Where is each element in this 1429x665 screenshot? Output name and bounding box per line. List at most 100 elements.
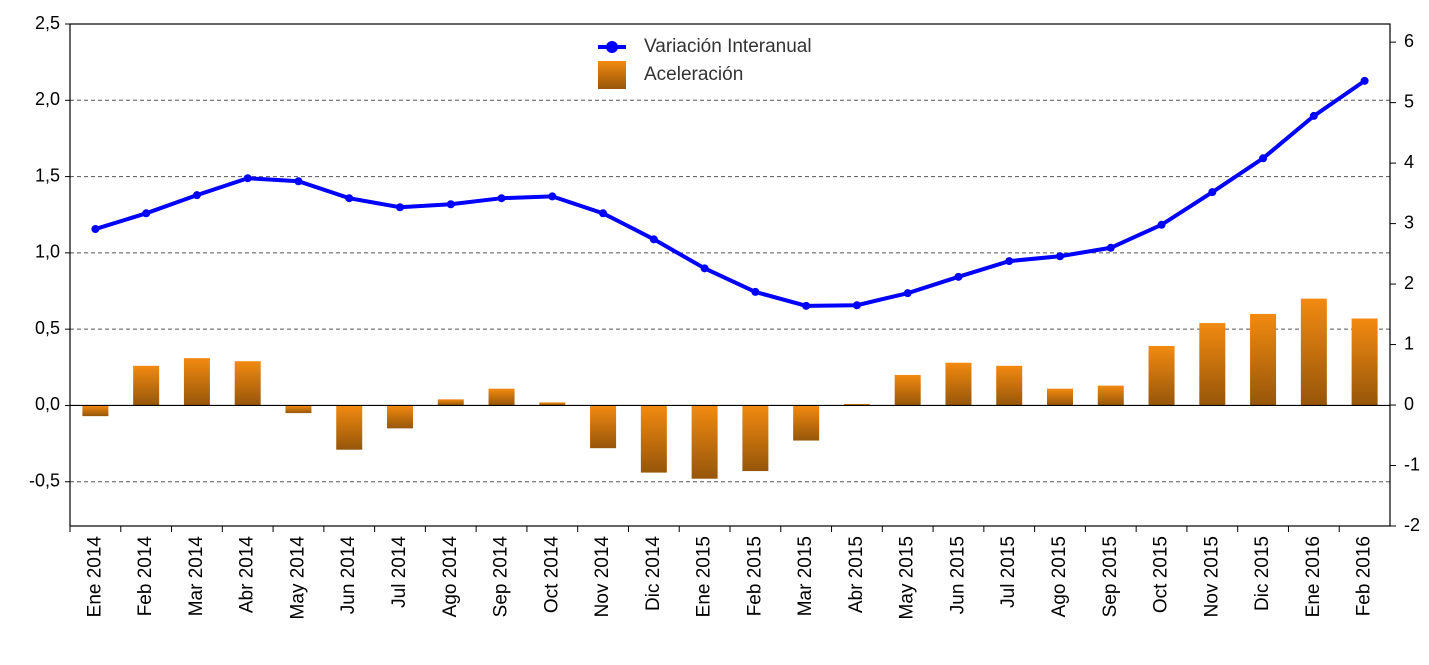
bar	[82, 405, 109, 417]
line-point	[142, 209, 151, 218]
y2-tick-label: -1	[1404, 454, 1420, 474]
legend-marker	[606, 41, 618, 53]
x-tick-label: Dic 2015	[1252, 536, 1273, 611]
bar	[234, 361, 261, 406]
y-tick-label: 2,5	[35, 13, 60, 33]
line-point	[1259, 154, 1268, 163]
x-tick-label: Jun 2014	[338, 536, 359, 615]
bar	[1097, 385, 1124, 406]
x-tick-label: Dic 2014	[643, 536, 664, 611]
y2-tick-label: 0	[1404, 394, 1414, 414]
bar	[691, 405, 718, 479]
y-tick-label: -0,5	[29, 471, 60, 491]
bar	[996, 365, 1023, 406]
x-tick-label: Oct 2015	[1151, 536, 1172, 613]
line-point	[903, 289, 912, 298]
y-tick-label: 0,0	[35, 394, 60, 414]
plot-frame	[69, 23, 1391, 527]
line-point	[1360, 76, 1369, 85]
line-point	[294, 177, 303, 186]
bar	[133, 365, 160, 406]
bar	[539, 402, 566, 406]
line	[94, 79, 1366, 308]
y-tick-label: 2,0	[35, 89, 60, 109]
bar	[640, 405, 667, 473]
bar	[387, 405, 413, 429]
x-tick-label: Feb 2016	[1354, 536, 1375, 616]
line-point	[852, 301, 861, 310]
bar	[1148, 345, 1175, 406]
line-point	[497, 194, 506, 203]
y2-tick-label: 6	[1404, 31, 1414, 51]
x-tick-label: Ago 2015	[1049, 536, 1070, 617]
line-point	[1309, 111, 1318, 120]
line-point	[243, 174, 252, 183]
x-tick-label: Feb 2015	[744, 536, 765, 616]
x-tick-label: Nov 2014	[592, 536, 613, 618]
line-point	[599, 209, 608, 218]
y2-tick-label: 3	[1404, 212, 1414, 232]
line-point	[91, 225, 100, 234]
legend-swatch	[598, 61, 626, 89]
bar	[843, 403, 870, 406]
line-point	[345, 194, 354, 203]
x-tick-label: Sep 2014	[491, 536, 512, 618]
x-tick-label: May 2014	[287, 536, 308, 620]
line-point	[954, 272, 963, 281]
x-tick-label: Feb 2014	[135, 536, 156, 617]
bar	[285, 405, 312, 414]
line-point	[700, 264, 709, 273]
bar	[488, 388, 515, 406]
x-tick-label: Ene 2016	[1303, 536, 1324, 617]
bar	[1250, 313, 1277, 406]
bar	[894, 374, 921, 406]
y2-tick-label: 2	[1404, 273, 1414, 293]
legend-label: Variación Interanual	[644, 36, 812, 57]
x-tick-label: Ago 2014	[440, 536, 461, 618]
bar	[1351, 318, 1378, 406]
line-point	[1157, 220, 1166, 229]
bar	[1300, 298, 1327, 406]
line-point	[1056, 252, 1064, 261]
line-point	[649, 235, 658, 244]
bar	[590, 405, 617, 449]
bar	[437, 399, 464, 406]
line-point	[1208, 188, 1217, 197]
y-tick-label: 0,5	[35, 318, 60, 338]
line-point	[1005, 257, 1014, 266]
bar	[742, 405, 769, 472]
x-tick-label: Ene 2014	[84, 536, 105, 618]
y-tick-label: 1,0	[35, 242, 60, 262]
bar	[793, 405, 820, 441]
x-tick-label: Nov 2015	[1201, 536, 1222, 617]
x-tick-label: Oct 2014	[541, 536, 562, 614]
line-point	[751, 287, 760, 296]
x-tick-label: Abr 2014	[237, 536, 258, 614]
bar	[1047, 388, 1073, 406]
line-point	[548, 192, 557, 201]
line-point	[1106, 243, 1115, 252]
x-tick-label: Abr 2015	[846, 536, 867, 613]
x-tick-label: Jun 2015	[947, 536, 968, 614]
y2-tick-label: 4	[1404, 152, 1414, 172]
x-tick-label: Mar 2015	[795, 536, 816, 616]
y2-tick-label: 5	[1404, 91, 1414, 111]
y2-tick-label: -2	[1404, 515, 1420, 535]
x-tick-label: Jul 2014	[389, 536, 410, 608]
x-tick-label: May 2015	[897, 536, 918, 619]
bar	[1199, 323, 1226, 406]
line-point	[396, 203, 404, 212]
x-tick-label: Sep 2015	[1100, 536, 1121, 617]
bar	[945, 362, 972, 406]
line-point	[446, 200, 455, 209]
x-tick-label: Jul 2015	[998, 536, 1019, 608]
legend-label: Aceleración	[644, 64, 743, 85]
x-tick-label: Mar 2014	[186, 536, 207, 617]
line-point	[192, 191, 201, 200]
y-tick-label: 1,5	[35, 165, 60, 185]
x-tick-label: Ene 2015	[694, 536, 715, 617]
y2-tick-label: 1	[1404, 333, 1414, 353]
bar	[183, 358, 210, 406]
line-point	[802, 301, 811, 310]
